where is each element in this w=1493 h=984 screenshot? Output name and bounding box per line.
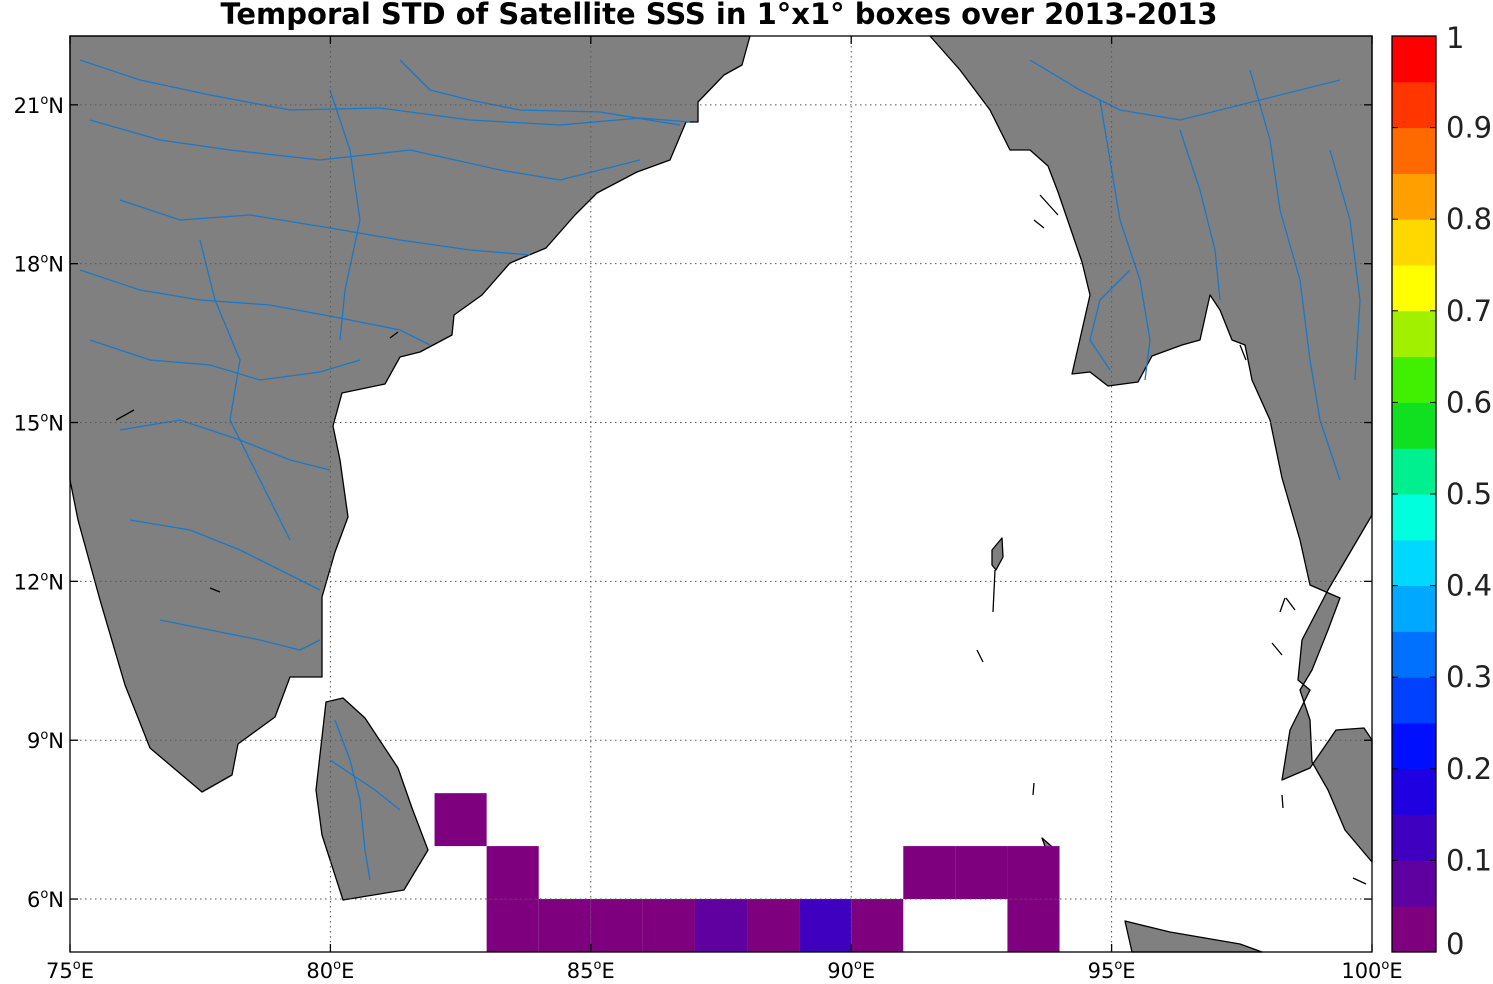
axis-ticks xyxy=(69,36,1373,952)
myanmar-landmass xyxy=(929,35,1373,863)
data-cell xyxy=(486,846,539,900)
river xyxy=(79,59,691,126)
colorbar-segment xyxy=(1392,768,1436,816)
river xyxy=(1329,149,1361,381)
map-area: 75oE 80oE 85oE 90oE 95oE 100oE 6oN 9oN 12oN 15oN… xyxy=(14,35,1403,983)
colorbar-segment xyxy=(1392,814,1436,861)
y-tick-label: 9oN xyxy=(27,728,64,753)
land-mass xyxy=(69,35,1373,953)
colorbar-segment xyxy=(1392,219,1436,266)
colorbar-segment xyxy=(1392,402,1436,449)
data-cell xyxy=(955,846,1008,900)
x-tick-label: 90oE xyxy=(827,958,875,983)
river xyxy=(89,339,361,381)
x-tick-labels: 75oE 80oE 85oE 90oE 95oE 100oE xyxy=(46,958,1403,983)
river xyxy=(199,239,291,541)
colorbar: 0 0.1 0.2 0.3 0.4 0.5 0.6 0.7 0.8 0.9 1 xyxy=(1391,21,1492,961)
data-cell xyxy=(642,899,695,952)
data-cells xyxy=(434,793,1060,952)
river xyxy=(1099,99,1151,381)
data-cell xyxy=(434,793,487,847)
river xyxy=(119,199,531,256)
colorbar-tick-label: 0.3 xyxy=(1446,660,1492,694)
river-network xyxy=(79,59,1361,881)
y-tick-label: 12oN xyxy=(14,569,64,594)
data-cell xyxy=(538,899,591,952)
colorbar-segment xyxy=(1392,265,1436,312)
river xyxy=(89,119,641,181)
x-tick-label: 95oE xyxy=(1088,958,1136,983)
river xyxy=(159,619,321,651)
grid-lines xyxy=(70,36,1372,952)
y-tick-labels: 6oN 9oN 12oN 15oN 18oN 21oN xyxy=(14,93,64,912)
data-cell xyxy=(694,899,748,952)
river xyxy=(1029,59,1341,121)
data-cell xyxy=(1007,846,1060,900)
colorbar-tick-label: 0.4 xyxy=(1446,569,1492,603)
colorbar-tick-label: 0.8 xyxy=(1446,202,1492,236)
colorbar-segment xyxy=(1392,539,1436,587)
data-cell xyxy=(590,899,643,952)
river xyxy=(329,89,361,341)
colorbar-tick-label: 0.7 xyxy=(1446,294,1492,328)
colorbar-segment xyxy=(1392,127,1436,174)
data-cell xyxy=(747,899,800,952)
data-cell xyxy=(486,899,539,952)
sri-lanka-landmass xyxy=(315,697,429,901)
colorbar-segment xyxy=(1392,494,1436,541)
data-cell xyxy=(1007,899,1060,952)
colorbar-segment xyxy=(1392,36,1436,83)
colorbar-segment xyxy=(1392,448,1436,495)
colorbar-segment xyxy=(1392,860,1436,907)
colorbar-segment xyxy=(1392,906,1436,953)
andaman-island xyxy=(991,537,1004,571)
y-tick-label: 15oN xyxy=(14,411,64,436)
colorbar-segment xyxy=(1392,677,1436,724)
chart-title: Temporal STD of Satellite SSS in 1°x1° b… xyxy=(220,0,1217,31)
colorbar-segment xyxy=(1392,631,1436,678)
colorbar-tick-label: 0.2 xyxy=(1446,752,1492,786)
colorbar-tick-label: 1 xyxy=(1446,21,1464,55)
river xyxy=(129,519,321,591)
data-cell xyxy=(903,846,956,900)
colorbar-segment xyxy=(1392,585,1436,632)
river xyxy=(334,719,371,881)
y-tick-label: 18oN xyxy=(14,252,64,277)
river xyxy=(79,269,431,346)
river xyxy=(1249,69,1341,481)
river xyxy=(329,759,401,811)
colorbar-tick-label: 0.6 xyxy=(1446,385,1492,419)
river xyxy=(1089,269,1131,371)
plot-frame xyxy=(69,35,1373,953)
x-tick-label: 80oE xyxy=(306,958,354,983)
river xyxy=(1179,129,1221,301)
y-tick-label: 6oN xyxy=(27,887,64,912)
colorbar-tick-label: 0.9 xyxy=(1446,111,1492,145)
colorbar-segment xyxy=(1392,81,1436,129)
data-cell xyxy=(799,899,852,952)
colorbar-segment xyxy=(1392,723,1436,770)
y-tick-label: 21oN xyxy=(14,93,64,118)
colorbar-segment xyxy=(1392,173,1436,220)
colorbar-segment xyxy=(1392,356,1436,403)
data-cell xyxy=(851,899,904,952)
x-tick-label: 75oE xyxy=(46,958,94,983)
islet-stroke xyxy=(115,194,1367,885)
colorbar-tick-label: 0 xyxy=(1446,927,1464,961)
x-tick-label: 85oE xyxy=(567,958,615,983)
x-tick-label: 100oE xyxy=(1341,958,1402,983)
colorbar-tick-label: 0.1 xyxy=(1446,843,1492,877)
colorbar-tick-label: 0.5 xyxy=(1446,477,1492,511)
colorbar-segment xyxy=(1392,310,1436,358)
sumatra-landmass xyxy=(1124,920,1263,953)
